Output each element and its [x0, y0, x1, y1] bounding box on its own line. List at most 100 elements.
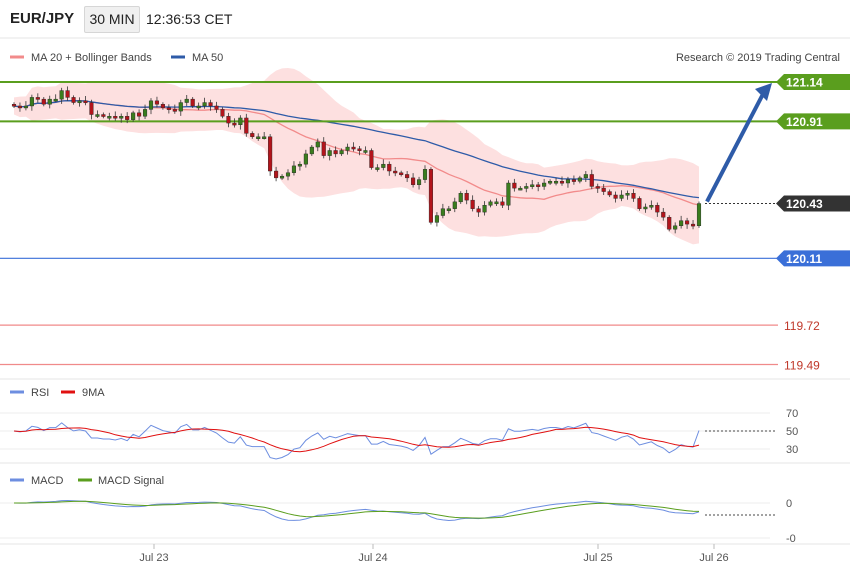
candle — [583, 171, 588, 182]
candle — [113, 111, 118, 121]
rsi-lines — [13, 422, 700, 460]
candle — [393, 166, 398, 177]
level-tag-120-91: 120.91 — [776, 113, 850, 130]
candle — [440, 203, 445, 219]
candle-body — [208, 102, 213, 107]
candle-body — [202, 102, 207, 107]
candle — [476, 205, 481, 217]
candle-body — [250, 133, 255, 137]
candle — [464, 189, 469, 205]
timeframe-badge[interactable]: 30 MIN — [84, 6, 140, 33]
legend-label-rsi: RSI — [31, 387, 49, 399]
candle — [690, 219, 696, 230]
candle — [125, 112, 130, 124]
level-label: 119.72 — [784, 319, 820, 333]
legend-label-9ma: 9MA — [82, 387, 105, 399]
candle — [667, 215, 672, 232]
candle — [315, 138, 320, 152]
candle — [226, 112, 231, 128]
candle-body — [274, 170, 279, 179]
level-label: 121.14 — [786, 76, 823, 90]
candle — [673, 222, 678, 234]
candle-body — [536, 184, 541, 187]
candle-body — [351, 146, 356, 150]
candle-body — [59, 90, 64, 100]
candle — [500, 197, 505, 209]
candle-body — [470, 199, 475, 209]
candle — [571, 175, 576, 185]
candle-body — [101, 114, 106, 117]
candle-body — [667, 217, 672, 230]
candle-body — [559, 181, 565, 184]
candle-body — [696, 203, 702, 227]
candle-body — [548, 181, 553, 184]
candle-body — [113, 116, 118, 119]
rsi-9ma-line — [13, 426, 700, 453]
candle — [285, 169, 291, 181]
candle-body — [524, 186, 529, 189]
candle-body — [637, 198, 642, 209]
level-tag-120-43: 120.43 — [776, 195, 850, 212]
candle-body — [690, 223, 696, 227]
candle — [166, 104, 171, 114]
candle — [357, 146, 362, 156]
candle — [35, 93, 40, 103]
candle-body — [440, 208, 445, 216]
legend-label-macd-signal: MACD Signal — [98, 475, 164, 487]
macd-signal-line — [14, 500, 700, 519]
level-tag-119-49: 119.49 — [784, 358, 820, 372]
candle — [89, 99, 94, 120]
candle-body — [95, 114, 100, 117]
candle-body — [23, 105, 28, 109]
candle-body — [53, 98, 58, 102]
candle — [131, 110, 136, 122]
currency-pair: EUR/JPY — [10, 10, 75, 27]
candle — [446, 205, 451, 214]
candle — [428, 167, 434, 225]
candle-body — [506, 182, 511, 206]
candle — [631, 189, 636, 202]
candle-body — [65, 90, 70, 98]
candle-body — [297, 163, 302, 167]
candle-body — [422, 169, 428, 180]
legend-label-macd: MACD — [31, 475, 63, 487]
candle — [95, 110, 100, 118]
candle — [101, 112, 106, 119]
candle-body — [214, 105, 219, 110]
candle-body — [131, 112, 136, 120]
candle-body — [411, 177, 416, 185]
candle — [107, 112, 112, 121]
candle-body — [160, 104, 165, 108]
candle — [333, 146, 338, 158]
candle-body — [232, 122, 237, 126]
candle — [196, 102, 201, 111]
price-levels: 121.14 120.91 120.43 120.11 119.72 119.49 — [0, 74, 850, 372]
candle — [220, 107, 225, 119]
level-tag-bg — [776, 195, 850, 212]
candle-body — [279, 175, 285, 179]
candle-body — [476, 208, 481, 213]
candle — [41, 97, 46, 107]
candle — [238, 115, 243, 130]
candle-body — [89, 102, 94, 115]
candle — [649, 200, 654, 210]
candle-body — [29, 97, 34, 107]
candle — [172, 104, 177, 114]
candle — [137, 109, 142, 121]
ma50-line — [13, 100, 700, 199]
forecast-arrow-head — [755, 83, 772, 101]
candle — [416, 176, 422, 190]
copyright-text: Research © 2019 Trading Central — [676, 52, 840, 64]
candle-body — [369, 150, 374, 168]
candle-body — [494, 201, 499, 205]
candle-body — [619, 194, 624, 199]
candle — [643, 203, 648, 213]
candle-body — [291, 165, 297, 173]
candle — [274, 166, 279, 182]
candle-body — [309, 146, 314, 155]
level-tag-bg — [776, 74, 850, 90]
candle-body — [613, 194, 618, 199]
legend-label-ma50: MA 50 — [192, 52, 223, 64]
candle-body — [601, 187, 606, 192]
